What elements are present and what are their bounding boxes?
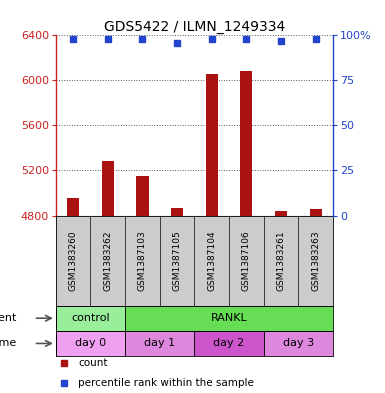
Bar bbox=[125, 331, 194, 356]
Bar bbox=[264, 331, 333, 356]
Bar bbox=[310, 209, 322, 215]
Text: GSM1383262: GSM1383262 bbox=[103, 230, 112, 291]
Title: GDS5422 / ILMN_1249334: GDS5422 / ILMN_1249334 bbox=[104, 20, 285, 34]
Text: day 1: day 1 bbox=[144, 338, 175, 349]
Text: agent: agent bbox=[0, 313, 17, 323]
Text: control: control bbox=[71, 313, 110, 323]
Bar bbox=[56, 306, 125, 331]
Text: GSM1387104: GSM1387104 bbox=[207, 230, 216, 291]
Text: GSM1387106: GSM1387106 bbox=[242, 230, 251, 291]
Text: GSM1387103: GSM1387103 bbox=[138, 230, 147, 291]
Bar bbox=[56, 331, 125, 356]
Text: GSM1387105: GSM1387105 bbox=[172, 230, 182, 291]
Text: count: count bbox=[78, 358, 107, 368]
Bar bbox=[67, 198, 79, 215]
Bar bbox=[136, 176, 149, 215]
Text: time: time bbox=[0, 338, 17, 349]
Bar bbox=[206, 73, 218, 215]
Text: day 0: day 0 bbox=[75, 338, 106, 349]
Bar bbox=[194, 331, 264, 356]
Text: GSM1383260: GSM1383260 bbox=[69, 230, 78, 291]
Text: percentile rank within the sample: percentile rank within the sample bbox=[78, 378, 254, 388]
Text: GSM1383263: GSM1383263 bbox=[311, 230, 320, 291]
Bar bbox=[240, 72, 253, 215]
Text: RANKL: RANKL bbox=[211, 313, 248, 323]
Text: day 2: day 2 bbox=[213, 338, 245, 349]
Text: GSM1383261: GSM1383261 bbox=[276, 230, 286, 291]
Bar bbox=[102, 162, 114, 215]
Bar bbox=[275, 211, 287, 215]
Text: day 3: day 3 bbox=[283, 338, 314, 349]
Bar bbox=[171, 208, 183, 215]
Bar bbox=[125, 306, 333, 331]
